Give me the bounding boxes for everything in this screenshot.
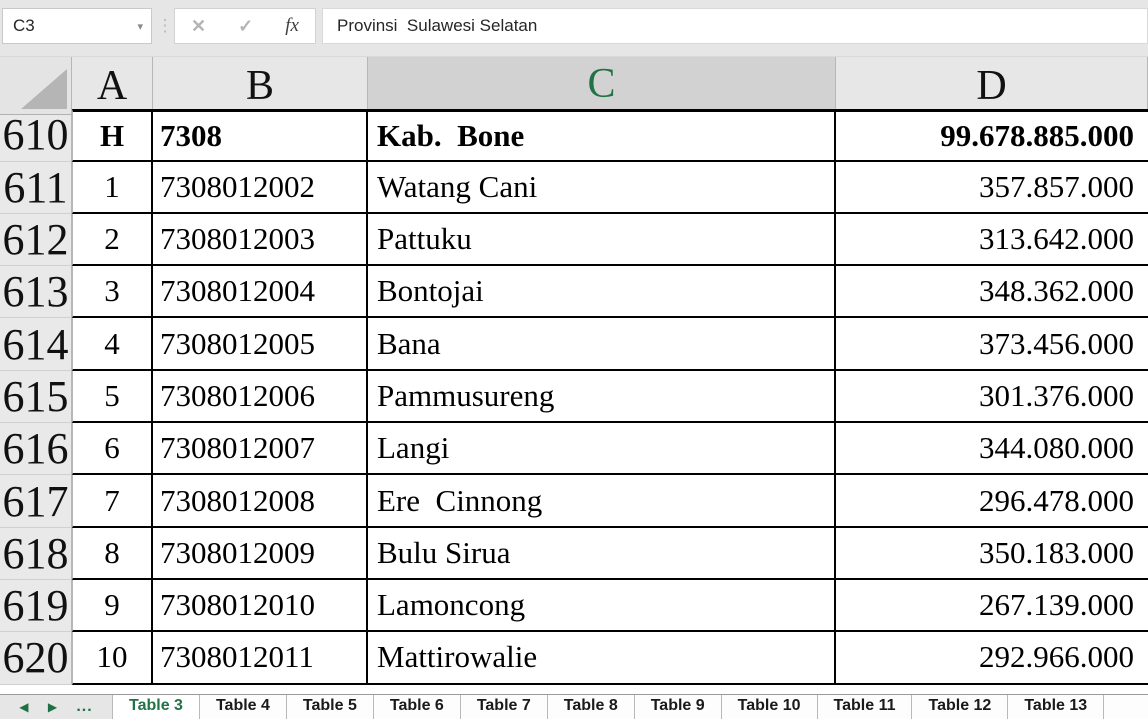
row-header[interactable]: 616 bbox=[0, 423, 72, 476]
cell-column-a[interactable]: 10 bbox=[72, 632, 153, 685]
cell-column-a[interactable]: 2 bbox=[72, 213, 153, 267]
cell-column-b[interactable]: 7308012004 bbox=[153, 266, 368, 319]
sheet-tab-table-9[interactable]: Table 9 bbox=[634, 695, 722, 719]
column-header-c[interactable]: C bbox=[368, 57, 836, 115]
sheet-tab-table-8[interactable]: Table 8 bbox=[547, 695, 635, 719]
row-header[interactable]: 617 bbox=[0, 475, 72, 528]
row-header[interactable]: 613 bbox=[0, 266, 72, 319]
row-header[interactable]: 619 bbox=[0, 579, 72, 633]
sheet-tab-bar: ◀ ▶ ... Table 3 Table 4 Table 5 Table 6 … bbox=[0, 694, 1148, 719]
cell-column-b[interactable]: 7308012008 bbox=[153, 475, 368, 528]
cell-column-d[interactable]: 344.080.000 bbox=[836, 423, 1148, 476]
cell-column-c[interactable]: Pattuku bbox=[368, 213, 836, 267]
insert-function-icon[interactable]: fx bbox=[285, 15, 299, 36]
row-header[interactable]: 612 bbox=[0, 213, 72, 267]
sheet-tab-table-13[interactable]: Table 13 bbox=[1008, 695, 1105, 719]
row-header[interactable]: 611 bbox=[0, 161, 72, 214]
formula-bar-divider-icon: ⋮ bbox=[156, 16, 174, 35]
cell-column-d[interactable]: 301.376.000 bbox=[836, 370, 1148, 424]
cell-column-c[interactable]: Pammusureng bbox=[368, 370, 836, 424]
cell-column-d[interactable]: 99.678.885.000 bbox=[836, 109, 1148, 162]
row-header[interactable]: 615 bbox=[0, 370, 72, 424]
cell-column-d[interactable]: 296.478.000 bbox=[836, 475, 1148, 528]
spreadsheet-grid: A B C D 610 H 7308 Kab. Bone 99.678.885.… bbox=[0, 57, 1148, 685]
cell-column-d[interactable]: 267.139.000 bbox=[836, 579, 1148, 633]
enter-icon[interactable]: ✓ bbox=[238, 15, 254, 36]
sheet-tab-table-10[interactable]: Table 10 bbox=[721, 695, 818, 719]
sheet-nav-more-icon[interactable]: ... bbox=[76, 698, 93, 715]
row-header[interactable]: 620 bbox=[0, 632, 72, 685]
cell-column-a[interactable]: 5 bbox=[72, 370, 153, 424]
cell-column-a[interactable]: 4 bbox=[72, 318, 153, 371]
sheet-tab-table-12[interactable]: Table 12 bbox=[912, 695, 1009, 719]
cell-column-d[interactable]: 350.183.000 bbox=[836, 527, 1148, 580]
cell-column-c[interactable]: Lamoncong bbox=[368, 579, 836, 633]
row-header[interactable]: 618 bbox=[0, 527, 72, 580]
cell-column-a[interactable]: H bbox=[72, 109, 153, 162]
name-box-value: C3 bbox=[13, 16, 35, 35]
formula-bar-text: Provinsi Sulawesi Selatan bbox=[337, 16, 538, 35]
sheet-tab-table-11[interactable]: Table 11 bbox=[817, 695, 913, 719]
cell-column-b[interactable]: 7308 bbox=[153, 109, 368, 162]
sheet-nav-left-icon[interactable]: ◀ bbox=[19, 700, 29, 714]
row-header[interactable]: 610 bbox=[0, 109, 72, 162]
cell-column-a[interactable]: 7 bbox=[72, 475, 153, 528]
cell-column-a[interactable]: 9 bbox=[72, 579, 153, 633]
cell-column-b[interactable]: 7308012005 bbox=[153, 318, 368, 371]
formula-bar-input[interactable]: Provinsi Sulawesi Selatan bbox=[322, 8, 1148, 44]
cell-column-a[interactable]: 3 bbox=[72, 266, 153, 319]
cell-column-c[interactable]: Bontojai bbox=[368, 266, 836, 319]
row-header[interactable]: 614 bbox=[0, 318, 72, 371]
column-header-d[interactable]: D bbox=[836, 57, 1148, 115]
formula-bar-chrome: C3 ▾ ⋮ ✕ ✓ fx Provinsi Sulawesi Selatan bbox=[0, 0, 1148, 57]
cell-column-b[interactable]: 7308012007 bbox=[153, 423, 368, 476]
sheet-tab-table-5[interactable]: Table 5 bbox=[286, 695, 374, 719]
cell-column-d[interactable]: 373.456.000 bbox=[836, 318, 1148, 371]
cell-column-a[interactable]: 1 bbox=[72, 161, 153, 214]
formula-button-group: ✕ ✓ fx bbox=[174, 8, 316, 44]
name-box[interactable]: C3 ▾ bbox=[2, 8, 152, 44]
cell-column-b[interactable]: 7308012009 bbox=[153, 527, 368, 580]
cancel-icon[interactable]: ✕ bbox=[191, 15, 207, 36]
sheet-tab-table-4[interactable]: Table 4 bbox=[199, 695, 287, 719]
cell-column-b[interactable]: 7308012002 bbox=[153, 161, 368, 214]
cell-column-c[interactable]: Bulu Sirua bbox=[368, 527, 836, 580]
cell-column-a[interactable]: 8 bbox=[72, 527, 153, 580]
select-all-corner[interactable] bbox=[0, 57, 72, 115]
column-header-a[interactable]: A bbox=[72, 57, 153, 115]
cell-column-d[interactable]: 348.362.000 bbox=[836, 266, 1148, 319]
cell-column-b[interactable]: 7308012010 bbox=[153, 579, 368, 633]
sheet-tab-table-7[interactable]: Table 7 bbox=[460, 695, 548, 719]
cell-column-b[interactable]: 7308012011 bbox=[153, 632, 368, 685]
sheet-tab-table-3[interactable]: Table 3 bbox=[112, 695, 200, 719]
cell-column-c[interactable]: Watang Cani bbox=[368, 161, 836, 214]
cell-column-d[interactable]: 357.857.000 bbox=[836, 161, 1148, 214]
cell-column-b[interactable]: 7308012003 bbox=[153, 213, 368, 267]
sheet-nav: ◀ ▶ ... bbox=[0, 695, 112, 719]
sheet-tabs: Table 3 Table 4 Table 5 Table 6 Table 7 … bbox=[112, 695, 1148, 719]
sheet-tab-table-6[interactable]: Table 6 bbox=[373, 695, 461, 719]
cell-column-c[interactable]: Ere Cinnong bbox=[368, 475, 836, 528]
cell-column-c[interactable]: Langi bbox=[368, 423, 836, 476]
select-all-triangle-icon bbox=[21, 69, 67, 109]
cell-column-a[interactable]: 6 bbox=[72, 423, 153, 476]
cell-column-c[interactable]: Bana bbox=[368, 318, 836, 371]
name-box-dropdown-icon[interactable]: ▾ bbox=[137, 20, 143, 33]
cell-column-d[interactable]: 292.966.000 bbox=[836, 632, 1148, 685]
cell-column-b[interactable]: 7308012006 bbox=[153, 370, 368, 424]
cell-column-c[interactable]: Kab. Bone bbox=[368, 109, 836, 162]
cell-column-c[interactable]: Mattirowalie bbox=[368, 632, 836, 685]
sheet-nav-right-icon[interactable]: ▶ bbox=[47, 700, 58, 714]
cell-column-d[interactable]: 313.642.000 bbox=[836, 213, 1148, 267]
column-header-b[interactable]: B bbox=[153, 57, 368, 115]
